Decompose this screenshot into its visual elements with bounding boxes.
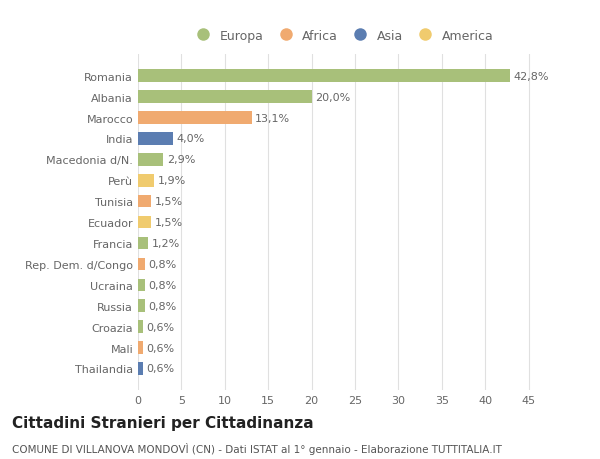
Text: 0,8%: 0,8% (148, 280, 176, 290)
Text: 1,5%: 1,5% (154, 197, 182, 207)
Text: 0,6%: 0,6% (146, 364, 175, 374)
Bar (138, 133, 173, 146)
Text: 1,2%: 1,2% (152, 239, 180, 248)
Text: 20,0%: 20,0% (315, 92, 350, 102)
Bar (138, 237, 148, 250)
Bar (138, 112, 252, 124)
Text: 1,9%: 1,9% (158, 176, 186, 186)
Bar (138, 279, 145, 291)
Text: 0,8%: 0,8% (148, 301, 176, 311)
Bar (138, 154, 163, 166)
Bar (138, 196, 151, 208)
Text: 2,9%: 2,9% (167, 155, 195, 165)
Text: 42,8%: 42,8% (513, 72, 548, 82)
Bar (138, 363, 143, 375)
Bar (138, 91, 311, 104)
Text: Cittadini Stranieri per Cittadinanza: Cittadini Stranieri per Cittadinanza (12, 415, 314, 431)
Bar (138, 174, 154, 187)
Text: 0,8%: 0,8% (148, 259, 176, 269)
Text: COMUNE DI VILLANOVA MONDOVÌ (CN) - Dati ISTAT al 1° gennaio - Elaborazione TUTTI: COMUNE DI VILLANOVA MONDOVÌ (CN) - Dati … (12, 442, 502, 453)
Bar (138, 341, 143, 354)
Bar (138, 258, 145, 271)
Bar (138, 300, 145, 312)
Bar (138, 70, 509, 83)
Text: 4,0%: 4,0% (176, 134, 205, 144)
Text: 0,6%: 0,6% (146, 343, 175, 353)
Bar (138, 216, 151, 229)
Bar (138, 321, 143, 333)
Text: 1,5%: 1,5% (154, 218, 182, 228)
Text: 0,6%: 0,6% (146, 322, 175, 332)
Text: 13,1%: 13,1% (255, 113, 290, 123)
Legend: Europa, Africa, Asia, America: Europa, Africa, Asia, America (185, 24, 499, 47)
